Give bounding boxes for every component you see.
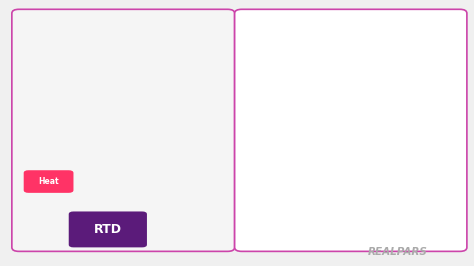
Text: OHMS: OHMS (104, 95, 133, 104)
X-axis label: Temperature [°C]: Temperature [°C] (325, 232, 407, 241)
Text: Heat: Heat (38, 177, 59, 186)
Y-axis label: Resistance [Ohms]: Resistance [Ohms] (253, 82, 262, 171)
Title: Resistance vs. Temperature - Pt100 (385): Resistance vs. Temperature - Pt100 (385) (273, 22, 460, 31)
Text: RTD: RTD (94, 223, 122, 236)
Text: REALPARS: REALPARS (368, 247, 428, 257)
FancyBboxPatch shape (68, 36, 169, 91)
